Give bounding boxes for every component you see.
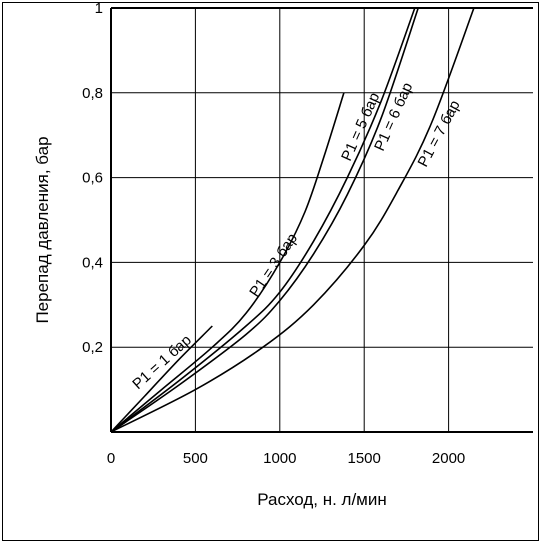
y-tick-label-4: 1 (95, 0, 103, 17)
series-label-5: P1 = 7 бар (415, 98, 464, 170)
x-tick-label-0: 0 (107, 450, 115, 467)
series-label-3: P1 = 5 бар (338, 90, 383, 164)
x-axis-label: Расход, н. л/мин (257, 490, 387, 509)
series-line-5 (110, 7, 475, 433)
series-label-2: P1 = 3 бар (246, 230, 301, 300)
series-label-4: P1 = 6 бар (371, 80, 416, 154)
y-tick-label-0: 0,2 (82, 339, 103, 356)
grid (110, 7, 533, 433)
chart-frame (2, 2, 539, 541)
x-tick-label-3: 1500 (348, 450, 381, 467)
y-tick-label-1: 0,4 (82, 254, 103, 271)
series-line-2 (110, 92, 345, 433)
series-line-1 (110, 325, 213, 433)
y-axis-label: Перепад давления, бар (33, 136, 52, 323)
y-tick-label-2: 0,6 (82, 170, 103, 187)
x-tick-label-2: 1000 (263, 450, 296, 467)
x-tick-label-4: 2000 (432, 450, 465, 467)
curves (110, 7, 475, 433)
series-line-3 (110, 7, 416, 433)
tick-labels: 0 500 1000 1500 2000 0,2 0,4 0,6 0,8 1 (82, 0, 465, 467)
x-tick-label-1: 500 (183, 450, 208, 467)
series-line-4 (110, 7, 419, 433)
y-tick-label-3: 0,8 (82, 85, 103, 102)
series-label-1: P1 = 1 бар (129, 332, 195, 393)
